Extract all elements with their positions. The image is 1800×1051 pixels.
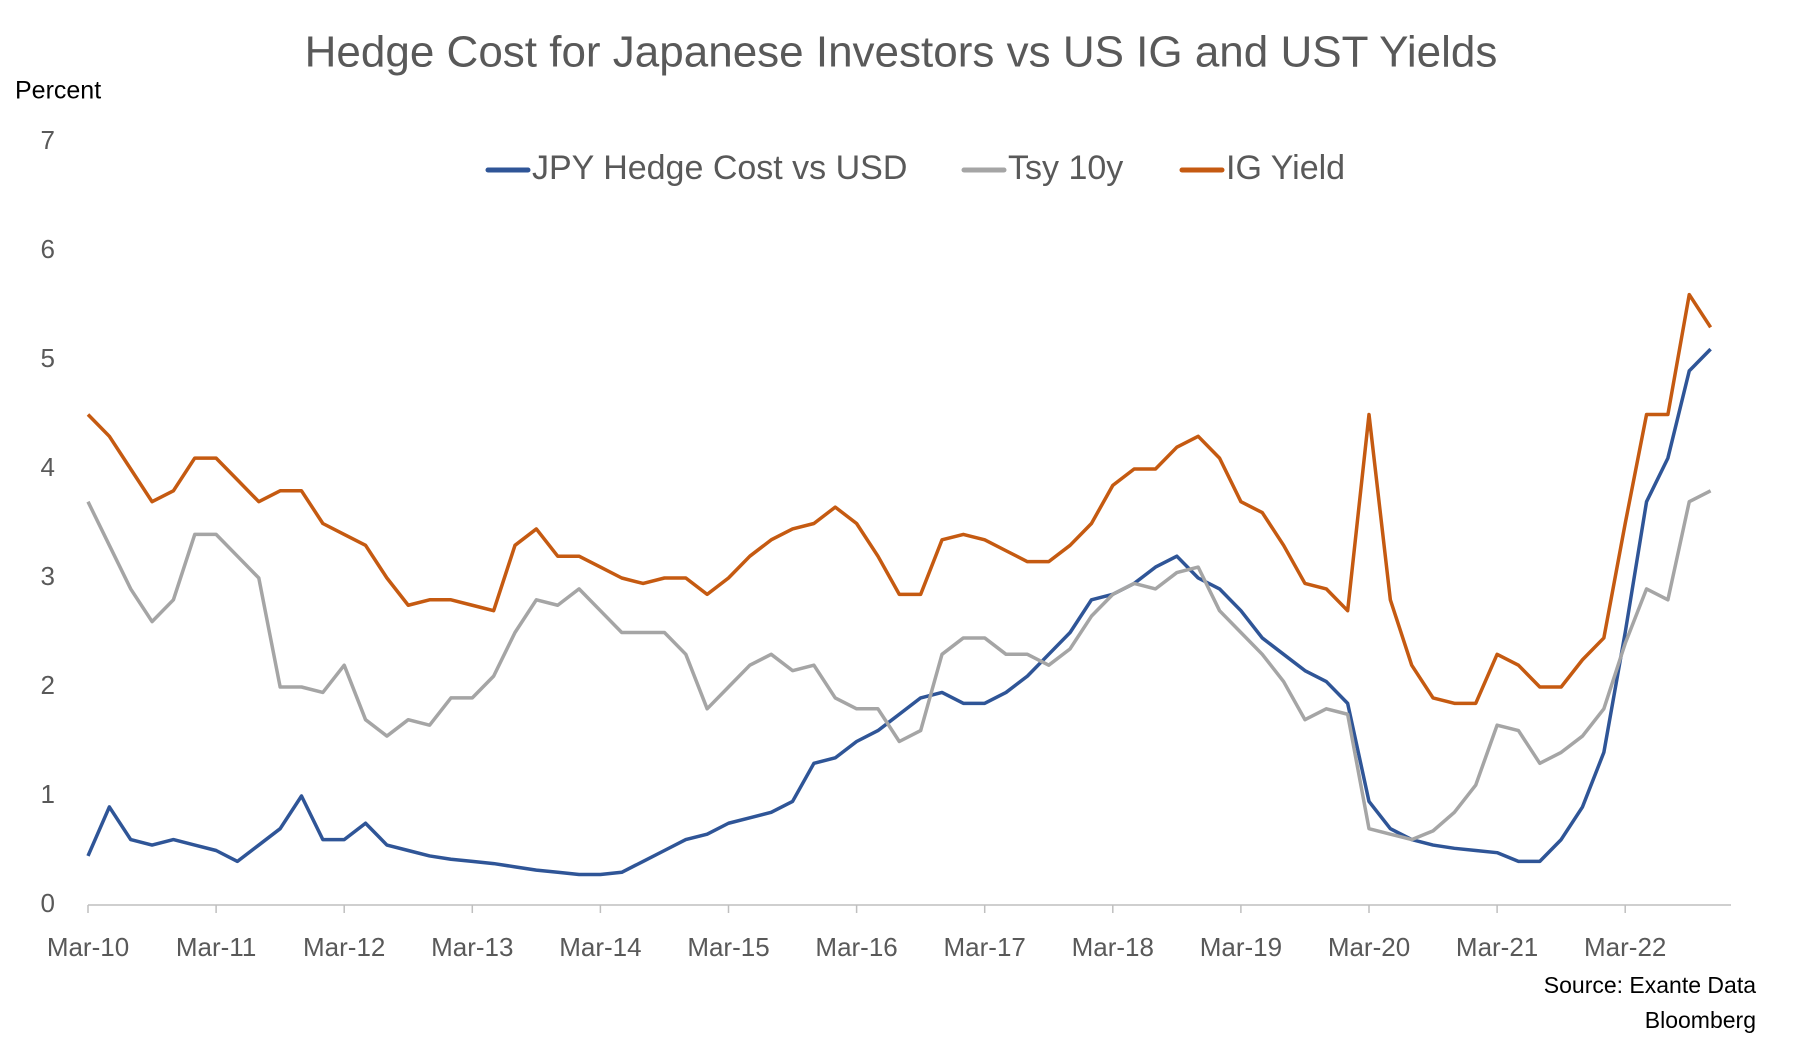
y-tick-label: 2	[41, 670, 55, 700]
series-line	[86, 347, 1712, 877]
y-tick-label: 0	[41, 888, 55, 918]
legend-label: IG Yield	[1226, 149, 1345, 187]
x-tick-label: Mar-13	[431, 932, 513, 962]
x-tick-label: Mar-19	[1200, 932, 1282, 962]
y-tick-label: 4	[41, 452, 55, 482]
x-tick-label: Mar-17	[944, 932, 1026, 962]
legend-label: JPY Hedge Cost vs USD	[532, 149, 907, 187]
series-line	[86, 292, 1713, 706]
x-tick-label: Mar-21	[1456, 932, 1538, 962]
y-tick-label: 7	[41, 125, 55, 155]
legend-label: Tsy 10y	[1008, 149, 1123, 187]
y-axis-label: Percent	[15, 77, 101, 105]
x-tick-label: Mar-12	[303, 932, 385, 962]
x-tick-label: Mar-11	[176, 932, 256, 962]
x-tick-label: Mar-20	[1328, 932, 1410, 962]
y-tick-label: 5	[41, 343, 55, 373]
source: Source: Exante Data	[1544, 972, 1756, 998]
y-tick-label: 3	[41, 561, 55, 591]
x-tick-label: Mar-15	[687, 932, 769, 962]
x-tick-label: Mar-22	[1584, 932, 1666, 962]
x-tick-label: Mar-18	[1072, 932, 1154, 962]
source: Bloomberg	[1645, 1007, 1756, 1033]
y-tick-label: 1	[41, 779, 55, 809]
x-tick-label: Mar-16	[815, 932, 897, 962]
y-tick-label: 6	[41, 234, 55, 264]
series-line	[86, 489, 1712, 842]
chart-title: Hedge Cost for Japanese Investors vs US …	[305, 28, 1498, 77]
x-tick-label: Mar-14	[559, 932, 641, 962]
x-tick-label: Mar-10	[47, 932, 129, 962]
